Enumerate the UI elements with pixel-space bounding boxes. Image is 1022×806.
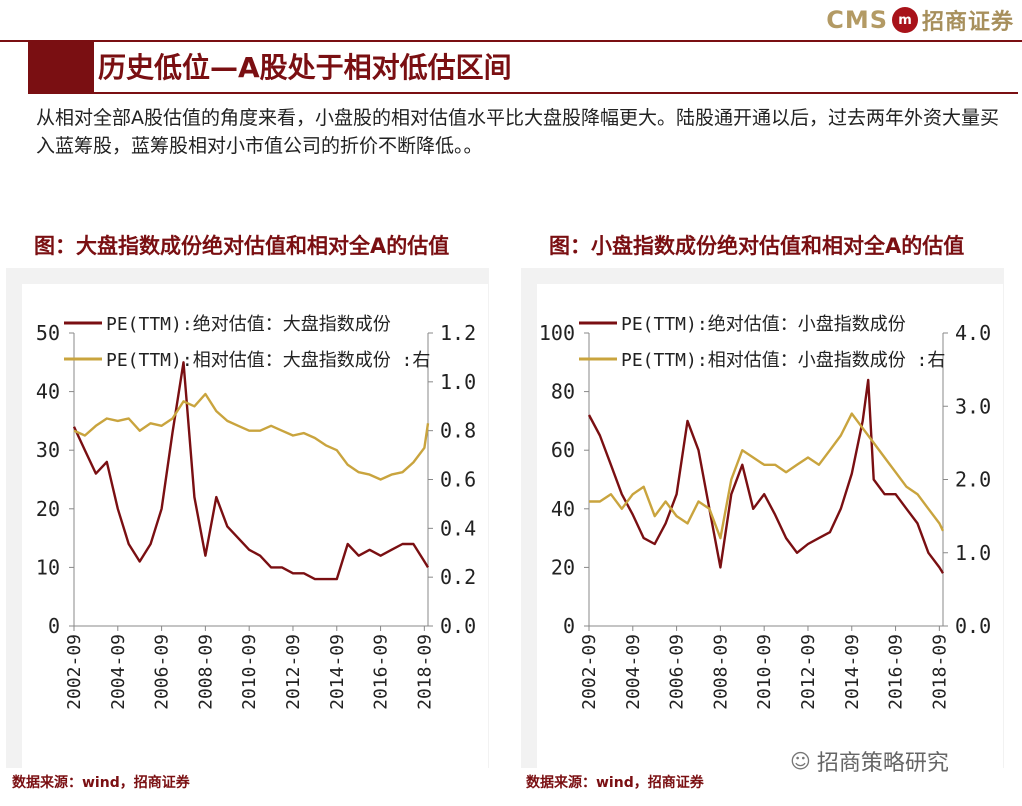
series-line-relative: [589, 412, 945, 540]
legend-label: PE(TTM):相对估值：小盘指数成份 :右: [621, 350, 945, 371]
left-tick-label: 20: [36, 497, 60, 521]
series-line-absolute: [72, 361, 430, 581]
right-tick-label: 4.0: [955, 321, 991, 345]
left-tick-label: 40: [551, 497, 575, 521]
right-tick-label: 1.0: [440, 370, 476, 394]
x-tick-label: 2006-09: [152, 634, 173, 710]
x-tick-label: 2010-09: [754, 634, 775, 710]
x-tick-label: 2008-09: [195, 634, 216, 710]
source-small-cap: 数据来源：wind，招商证券: [526, 775, 704, 791]
left-tick-label: 100: [539, 321, 575, 345]
x-tick-label: 2004-09: [108, 634, 129, 710]
x-tick-label: 2016-09: [886, 634, 907, 710]
chart-large-cap: 0 10 20 30 40 50 0.0 0.2 0.4 0.6 0.8 1.0 1.2 2002-09 2…: [22, 284, 488, 768]
right-tick-label: 2.0: [955, 468, 991, 492]
brand-logo: CMS m 招商证券: [826, 4, 1014, 36]
left-tick-label: 10: [36, 555, 60, 579]
x-tick-label: 2006-09: [667, 634, 688, 710]
title-accent-block: [28, 40, 94, 92]
series-line-absolute: [587, 378, 945, 574]
x-tick-label: 2018-09: [414, 634, 435, 710]
left-tick-label: 40: [36, 380, 60, 404]
page-title: 历史低位—A股处于相对低估区间: [98, 51, 512, 84]
left-tick-label: 0: [563, 614, 575, 638]
chart-title-large-cap: 图：大盘指数成份绝对估值和相对全A的估值: [34, 234, 450, 258]
wechat-footer: ☺ 招商策略研究: [790, 745, 949, 777]
footer-brand: 招商策略研究: [816, 751, 949, 776]
source-large-cap: 数据来源：wind，招商证券: [12, 775, 190, 791]
right-tick-label: 0.6: [440, 468, 476, 492]
brand-emblem-icon: m: [891, 7, 918, 33]
right-tick-label: 0.4: [440, 516, 476, 540]
series-line-relative: [73, 392, 430, 481]
right-tick-label: 0.8: [440, 419, 476, 443]
left-tick-label: 20: [551, 555, 575, 579]
x-tick-label: 2002-09: [579, 634, 600, 710]
x-tick-label: 2010-09: [239, 634, 260, 710]
chart-panel: [537, 284, 1003, 768]
chart-frame-small-cap: 0 20 40 60 80 100 0.0 1.0 2.0 3.0 4.0 2002-09 2004-0…: [521, 268, 1004, 768]
chart-frame-large-cap: 0 10 20 30 40 50 0.0 0.2 0.4 0.6 0.8 1.0 1.2 2002-09 2…: [6, 268, 489, 768]
x-tick-label: 2018-09: [929, 634, 950, 710]
right-tick-label: 1.2: [440, 321, 476, 345]
chart-panel: [22, 284, 488, 768]
summary-text: 从相对全部A股估值的角度来看，小盘股的相对估值水平比大盘股降幅更大。陆股通开通以…: [36, 107, 1000, 157]
left-tick-label: 30: [36, 438, 60, 462]
legend-label: PE(TTM):相对估值：大盘指数成份 :右: [106, 350, 430, 371]
wechat-icon: ☺: [790, 749, 811, 773]
x-tick-label: 2004-09: [623, 634, 644, 710]
chart-title-small-cap: 图：小盘指数成份绝对估值和相对全A的估值: [549, 234, 965, 258]
x-tick-label: 2014-09: [327, 634, 348, 710]
left-tick-label: 0: [48, 614, 60, 638]
x-tick-label: 2012-09: [283, 634, 304, 710]
x-tick-label: 2012-09: [798, 634, 819, 710]
title-underline: [28, 92, 1018, 94]
x-tick-label: 2002-09: [64, 634, 85, 710]
left-tick-label: 80: [551, 380, 575, 404]
right-tick-label: 0.0: [955, 614, 991, 638]
right-tick-label: 1.0: [955, 541, 991, 565]
chart-small-cap: 0 20 40 60 80 100 0.0 1.0 2.0 3.0 4.0 2002-09 2004-0…: [537, 284, 1003, 768]
left-tick-label: 50: [36, 321, 60, 345]
legend-label: PE(TTM):绝对估值：大盘指数成份: [106, 314, 391, 335]
brand-cms-text: CMS: [826, 6, 888, 34]
header-rule: [0, 40, 1022, 42]
right-tick-label: 3.0: [955, 394, 991, 418]
right-tick-label: 0.2: [440, 565, 476, 589]
left-tick-label: 60: [551, 438, 575, 462]
legend-label: PE(TTM):绝对估值：小盘指数成份: [621, 314, 906, 335]
x-tick-label: 2014-09: [842, 634, 863, 710]
brand-name: 招商证券: [921, 10, 1014, 35]
x-tick-label: 2016-09: [371, 634, 392, 710]
x-tick-label: 2008-09: [710, 634, 731, 710]
right-tick-label: 0.0: [440, 614, 476, 638]
